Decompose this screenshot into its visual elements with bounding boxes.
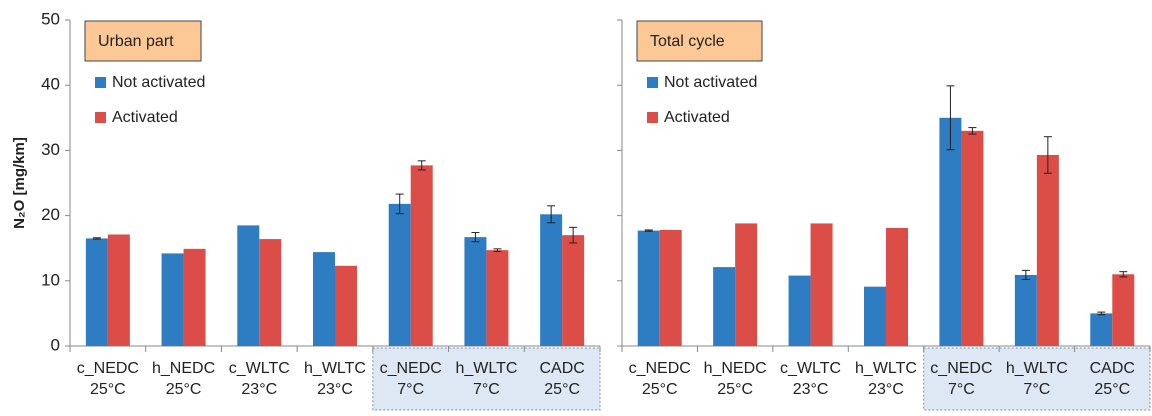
- error-bar: [471, 232, 480, 243]
- bar: [237, 225, 260, 346]
- error-bar: [417, 160, 426, 171]
- error-bar: [1021, 269, 1030, 280]
- x-tick-label: 7°C: [397, 381, 424, 398]
- bar: [810, 223, 833, 346]
- y-tick-label: 10: [41, 270, 60, 289]
- x-tick-label: 7°C: [473, 381, 500, 398]
- y-tick-label: 0: [51, 335, 60, 354]
- y-tick-label: 20: [41, 205, 60, 224]
- bar: [788, 275, 811, 346]
- bar: [335, 265, 357, 346]
- x-tick-label: c_NEDC: [629, 360, 691, 377]
- bar: [1090, 313, 1113, 346]
- bar: [713, 267, 736, 346]
- bar: [864, 286, 886, 346]
- legend-swatch: [95, 112, 106, 123]
- y-tick-label: 30: [41, 140, 60, 159]
- y-tick-label: 50: [41, 9, 60, 28]
- bar: [486, 250, 509, 346]
- bar: [1036, 154, 1059, 346]
- legend-label: Not activated: [112, 74, 205, 91]
- x-tick-label: 23°C: [868, 381, 904, 398]
- x-tick-label: 25°C: [166, 381, 202, 398]
- x-tick-label: 7°C: [1023, 381, 1050, 398]
- x-tick-label: 23°C: [793, 381, 829, 398]
- legend-label: Activated: [664, 109, 730, 126]
- panel-title: Total cycle: [650, 33, 725, 50]
- x-tick-label: c_NEDC: [77, 360, 139, 377]
- error-bar: [92, 237, 101, 240]
- error-bar: [1097, 311, 1106, 316]
- highlight-box: [923, 347, 1151, 411]
- x-tick-label: 25°C: [544, 381, 580, 398]
- error-bar: [644, 229, 653, 232]
- x-tick-label: h_NEDC: [152, 360, 215, 377]
- y-axis-label: N₂O [mg/km]: [11, 137, 28, 229]
- x-tick-label: h_NEDC: [704, 360, 767, 377]
- error-bar: [1043, 136, 1052, 174]
- title-box: [84, 20, 202, 62]
- bar: [313, 252, 335, 346]
- x-tick-label: 23°C: [241, 381, 277, 398]
- x-tick-label: h_WLTC: [304, 360, 366, 377]
- x-tick-label: CADC: [539, 360, 584, 377]
- bar: [259, 239, 282, 346]
- error-bar: [493, 248, 502, 252]
- error-bar: [946, 85, 955, 151]
- x-tick-label: h_WLTC: [455, 360, 517, 377]
- bar: [637, 230, 660, 346]
- bar: [659, 229, 682, 346]
- bar: [464, 237, 487, 346]
- x-tick-label: CADC: [1090, 360, 1135, 377]
- error-bar: [1119, 271, 1128, 278]
- bar: [961, 130, 984, 346]
- x-tick-label: c_WLTC: [229, 360, 290, 377]
- bar: [161, 253, 184, 346]
- bar: [735, 223, 758, 346]
- x-tick-label: 25°C: [1094, 381, 1130, 398]
- bar: [886, 227, 908, 346]
- x-tick-label: 7°C: [948, 381, 975, 398]
- error-bar: [968, 127, 977, 135]
- y-tick-label: 40: [41, 75, 60, 94]
- x-tick-label: 23°C: [317, 381, 353, 398]
- bar: [183, 248, 206, 346]
- bar: [939, 117, 962, 346]
- error-bar: [547, 205, 556, 224]
- bar: [410, 165, 433, 346]
- x-tick-label: c_WLTC: [780, 360, 841, 377]
- x-tick-label: h_WLTC: [855, 360, 917, 377]
- bar: [562, 235, 585, 346]
- legend-swatch: [647, 112, 658, 123]
- x-tick-label: 25°C: [642, 381, 678, 398]
- error-bar: [395, 193, 404, 215]
- legend-label: Not activated: [664, 74, 757, 91]
- x-tick-label: 25°C: [717, 381, 753, 398]
- x-tick-label: h_WLTC: [1006, 360, 1068, 377]
- bar: [388, 203, 411, 346]
- bar: [107, 234, 130, 346]
- bar: [85, 238, 108, 346]
- bar: [540, 214, 563, 346]
- x-tick-label: 25°C: [90, 381, 126, 398]
- legend-swatch: [647, 77, 658, 88]
- title-box: [636, 20, 763, 62]
- x-tick-label: c_NEDC: [930, 360, 992, 377]
- highlight-box: [372, 347, 601, 411]
- legend-swatch: [95, 77, 106, 88]
- panel-title: Urban part: [98, 33, 174, 50]
- bar: [1014, 274, 1037, 346]
- legend-label: Activated: [112, 109, 178, 126]
- error-bar: [569, 226, 578, 244]
- x-tick-label: c_NEDC: [380, 360, 442, 377]
- bar: [1112, 274, 1135, 346]
